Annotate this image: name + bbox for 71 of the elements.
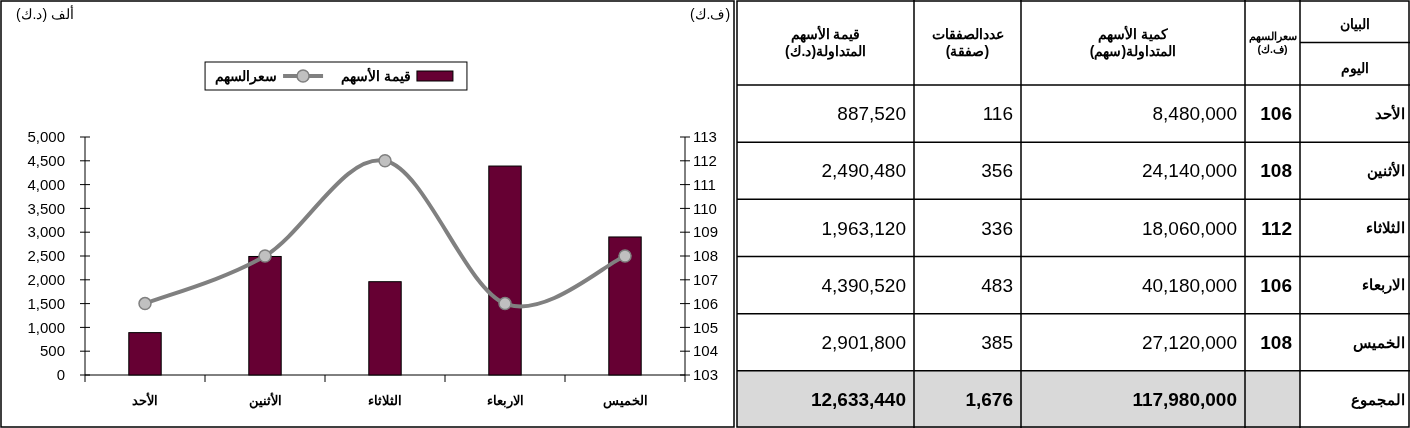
y-axis-title: ألف (د.ك) (15, 3, 75, 22)
cell: 18,060,000 (1141, 217, 1237, 239)
y2-tick-label: 113 (693, 128, 717, 146)
cell: 8,480,000 (1152, 103, 1237, 125)
y2-axis-title: (ف.ك) (689, 5, 731, 22)
cell: 1,963,120 (821, 217, 906, 239)
legend-label: قيمة الأسهم (341, 66, 411, 85)
y-tick-label: 2,500 (27, 247, 65, 265)
point (498, 296, 512, 311)
x-tick-label: عددالصفقات (صفقة) (931, 26, 1004, 59)
cell: 12,633,440 (810, 389, 906, 411)
cell: 117,980,000 (1132, 389, 1237, 411)
x-tick-label: الخميس (602, 392, 648, 409)
cell: 106 (1260, 274, 1292, 296)
y-tick-label: 5,000 (27, 128, 65, 146)
x-tick-label: كمية الأسهم المتداولة(سهم) (1089, 25, 1177, 60)
cell: 887,520 (837, 103, 906, 125)
y-tick-label: 4,000 (27, 175, 65, 193)
cell: 27,120,000 (1141, 331, 1237, 353)
cell: 116 (982, 103, 1013, 125)
y-tick-label: 0 (56, 366, 65, 384)
x-tick-label: قيمة الأسهم المتداولة(د.ك) (784, 25, 867, 60)
point (618, 249, 632, 263)
y-tick-label: الأثنين (1367, 161, 1405, 180)
y2-tick-label: 103 (693, 366, 719, 384)
x-tick-label: الأثنين (248, 391, 282, 409)
cell: 336 (981, 217, 1013, 239)
y-tick-label: المجموع (1351, 390, 1405, 409)
y2-tick-label: 112 (693, 152, 717, 170)
y2-tick-label: 105 (693, 318, 719, 336)
y2-tick-label: 111 (693, 175, 716, 193)
y-tick-label: 3,000 (27, 223, 65, 241)
cell: 2,901,800 (821, 331, 906, 353)
y-tick-label: 2,000 (27, 271, 65, 289)
x-tick-label: الثلاثاء (368, 392, 402, 408)
y-tick-label: 1,000 (27, 318, 65, 336)
y-tick-label: 1,500 (27, 294, 65, 312)
cell: 108 (1260, 160, 1292, 182)
y-tick-label: الأحد (1375, 103, 1405, 122)
y-tick-label: 3,500 (27, 199, 65, 217)
y2-tick-label: 107 (693, 271, 719, 289)
x-tick-label: الأحد (132, 391, 158, 408)
x-tick-label: الاربعاء (486, 392, 524, 409)
cell: 483 (981, 274, 1013, 296)
y-tick-label: الاربعاء (1362, 276, 1405, 295)
point (138, 296, 152, 311)
cell: 108 (1260, 331, 1292, 353)
point (258, 249, 272, 263)
cell: 24,140,000 (1141, 160, 1237, 182)
y2-tick-label: 110 (693, 199, 717, 217)
cell: 40,180,000 (1141, 274, 1237, 296)
y2-tick-label: 108 (693, 247, 719, 265)
y2-tick-label: 109 (693, 223, 719, 241)
cell: 112 (1261, 217, 1292, 239)
x-tick-label: سعرالسهم (ف.ك) (1248, 29, 1297, 55)
cell: 4,390,520 (821, 274, 906, 296)
y-tick-label: الثلاثاء (1366, 219, 1405, 237)
cell: 385 (981, 331, 1013, 353)
cell: 2,490,480 (821, 160, 906, 182)
y2-tick-label: 104 (693, 342, 719, 360)
point (378, 154, 392, 168)
cell: 1,676 (965, 389, 1013, 411)
cell: 106 (1260, 103, 1292, 125)
legend-label: سعرالسهم (215, 67, 278, 85)
cell: 356 (981, 160, 1013, 182)
text: اليوم (1341, 59, 1369, 77)
y-tick-label: 500 (39, 342, 65, 360)
y-tick-label: 4,500 (27, 152, 65, 170)
y2-tick-label: 106 (693, 294, 719, 312)
y-tick-label: الخميس (1353, 333, 1405, 352)
text: البيان (1340, 15, 1370, 32)
